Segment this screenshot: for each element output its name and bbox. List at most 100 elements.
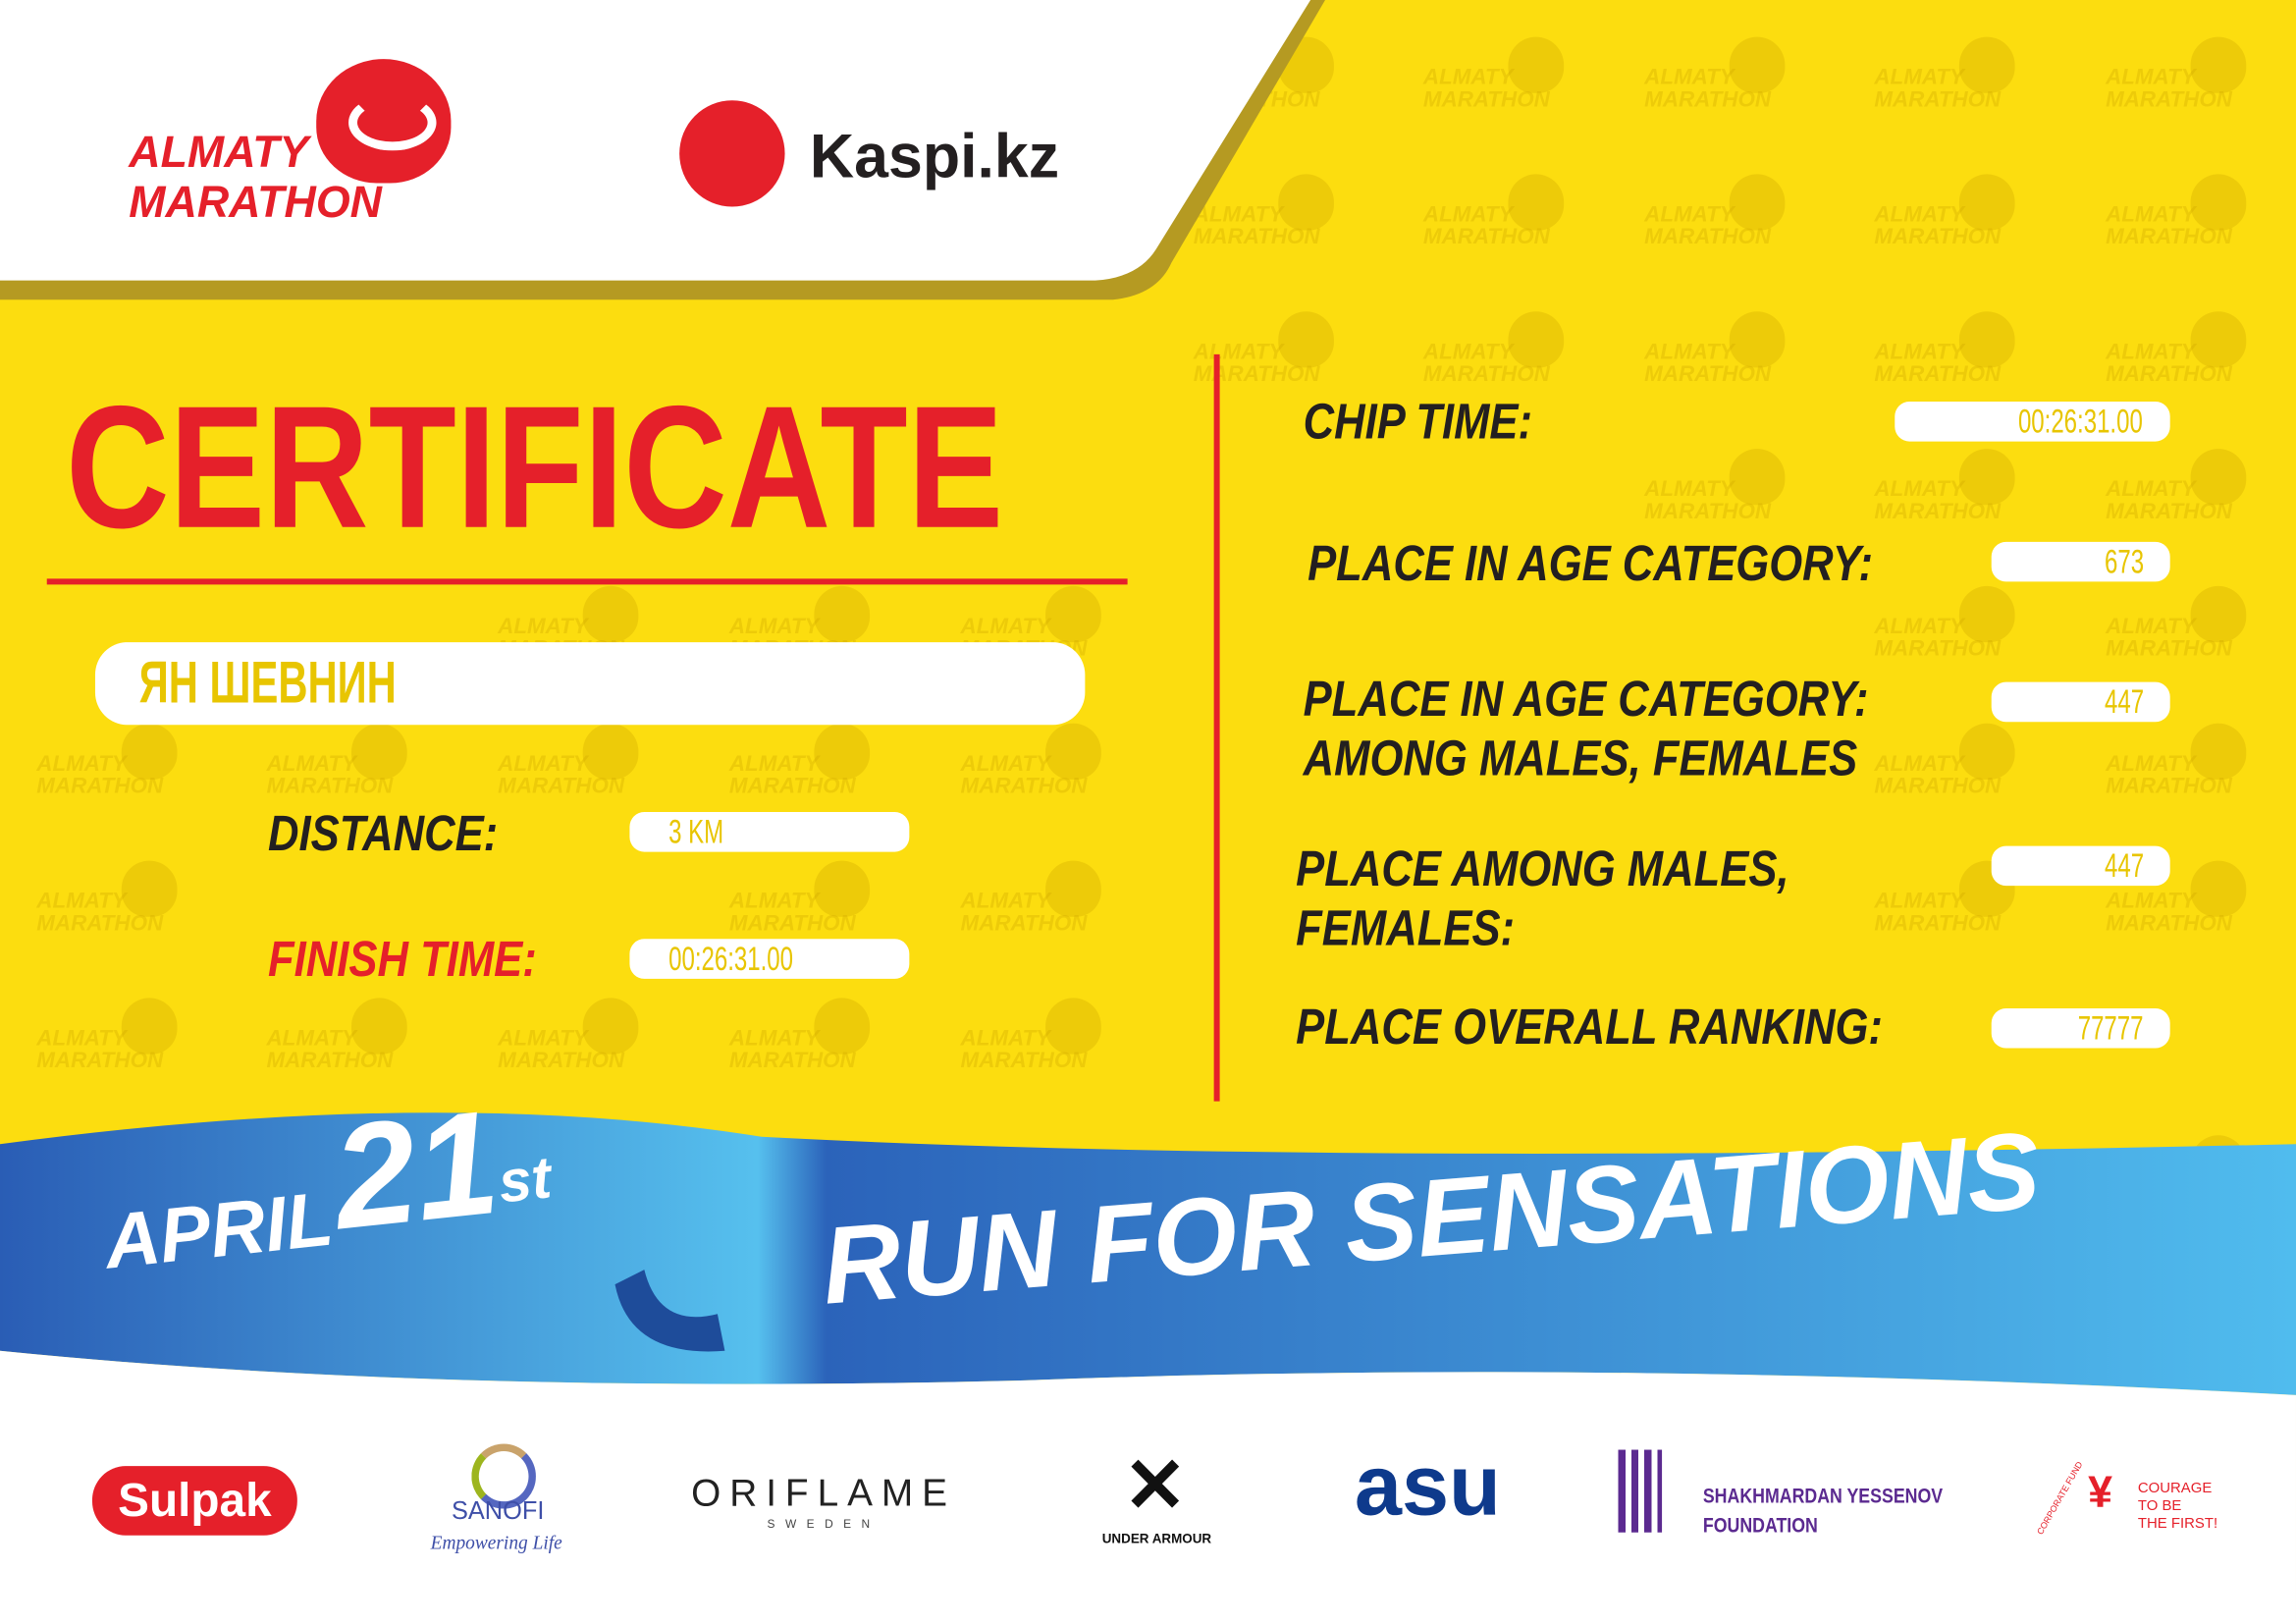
watermark-runner-icon	[1958, 585, 2015, 643]
watermark-line2: MARATHON	[266, 1048, 394, 1074]
watermark-runner-icon	[1958, 449, 2015, 506]
watermark-line1: ALMATY	[498, 1026, 588, 1052]
watermark-line1: ALMATY	[36, 1026, 127, 1052]
event-day: 21	[326, 1079, 506, 1262]
watermark-line1: ALMATY	[1193, 201, 1284, 228]
watermark-line1: ALMATY	[1422, 339, 1514, 365]
watermark-runner-icon	[1045, 998, 1101, 1055]
watermark-runner-icon	[2190, 860, 2247, 917]
watermark-line1: ALMATY	[1874, 201, 1964, 228]
chip-time-value-box: 00:26:31.00	[1895, 401, 2170, 442]
watermark-runner-icon	[121, 998, 178, 1055]
watermark-runner-icon	[814, 860, 871, 917]
watermark-line1: ALMATY	[1644, 476, 1735, 503]
watermark-runner-icon	[1278, 311, 1334, 368]
distance-value: 3 KM	[668, 811, 724, 851]
watermark-line1: ALMATY	[728, 889, 820, 914]
age-category-label: PLACE IN AGE CATEGORY:	[1308, 535, 1874, 592]
courage-figure-icon: ¥	[2088, 1469, 2113, 1518]
watermark-runner-icon	[1508, 311, 1565, 368]
watermark-runner-icon	[2190, 174, 2247, 231]
watermark-runner-icon	[121, 860, 178, 917]
watermark-line2: MARATHON	[728, 910, 856, 937]
chip-time-value: 00:26:31.00	[2018, 401, 2144, 441]
gender-value: 447	[2104, 845, 2144, 885]
ribbon-band	[0, 1112, 2296, 1395]
watermark-line2: MARATHON	[2106, 636, 2232, 662]
watermark-runner-icon	[582, 998, 639, 1055]
participant-name: ЯН ШЕВНИН	[138, 651, 397, 717]
watermark-line1: ALMATY	[498, 614, 588, 640]
watermark-line2: MARATHON	[1874, 361, 2002, 387]
watermark-runner-icon	[1958, 311, 2015, 368]
watermark-runner-icon	[2190, 449, 2247, 506]
sulpak-logo: Sulpak	[91, 1466, 297, 1536]
distance-label: DISTANCE:	[267, 805, 499, 863]
watermark-line1: ALMATY	[36, 889, 127, 914]
watermark-runner-icon	[1045, 585, 1101, 643]
watermark-runner-icon	[1729, 174, 1786, 231]
watermark-line2: MARATHON	[960, 773, 1088, 799]
watermark-line2: MARATHON	[1644, 224, 1772, 250]
overall-value-box: 77777	[1991, 1007, 2170, 1049]
courage-logo: COURAGE TO BE THE FIRST!	[2138, 1481, 2217, 1534]
under-armour-icon: ✕	[1123, 1443, 1188, 1530]
watermark-runner-icon	[1729, 36, 1786, 93]
watermark-line2: MARATHON	[2106, 224, 2232, 250]
watermark-line2: MARATHON	[2106, 773, 2232, 799]
finish-time-value: 00:26:31.00	[668, 939, 793, 978]
watermark-line1: ALMATY	[960, 1026, 1051, 1052]
watermark-line1: ALMATY	[498, 751, 588, 777]
watermark-line1: ALMATY	[960, 614, 1051, 640]
courage-line2: TO BE	[2137, 1498, 2182, 1515]
watermark-line1: ALMATY	[1644, 201, 1735, 228]
watermark-runner-icon	[1278, 174, 1334, 231]
watermark-line1: ALMATY	[960, 751, 1051, 777]
watermark-runner-icon	[582, 585, 639, 643]
kaspi-icon	[679, 100, 785, 207]
sanofi-icon	[471, 1443, 536, 1509]
watermark-line2: MARATHON	[728, 773, 856, 799]
watermark-line2: MARATHON	[1874, 86, 2002, 113]
almaty-marathon-logo: ALMATY MARATHON	[129, 59, 465, 236]
watermark-line2: MARATHON	[1422, 86, 1550, 113]
watermark-line1: ALMATY	[2106, 751, 2196, 777]
watermark-runner-icon	[2190, 723, 2247, 780]
watermark-line1: ALMATY	[728, 1026, 820, 1052]
age-category-gender-value-box: 447	[1991, 681, 2170, 723]
under-armour-logo: UNDER ARMOUR	[1101, 1531, 1212, 1546]
watermark-line1: ALMATY	[1874, 889, 1964, 914]
watermark-line2: MARATHON	[2106, 361, 2232, 387]
watermark-runner-icon	[1958, 36, 2015, 93]
courage-line3: THE FIRST!	[2137, 1516, 2218, 1533]
event-day-suffix: st	[495, 1145, 555, 1217]
watermark-line2: MARATHON	[728, 1048, 856, 1074]
watermark-line2: MARATHON	[2106, 910, 2232, 937]
watermark-line2: MARATHON	[1874, 773, 2002, 799]
watermark-line1: ALMATY	[728, 751, 820, 777]
overall-label: PLACE OVERALL RANKING:	[1296, 999, 1883, 1056]
watermark-line2: MARATHON	[1874, 499, 2002, 524]
oriflame-sub: SWEDEN	[767, 1517, 881, 1532]
watermark-line2: MARATHON	[1874, 636, 2002, 662]
runner-icon	[316, 59, 452, 184]
watermark-line1: ALMATY	[1874, 339, 1964, 365]
